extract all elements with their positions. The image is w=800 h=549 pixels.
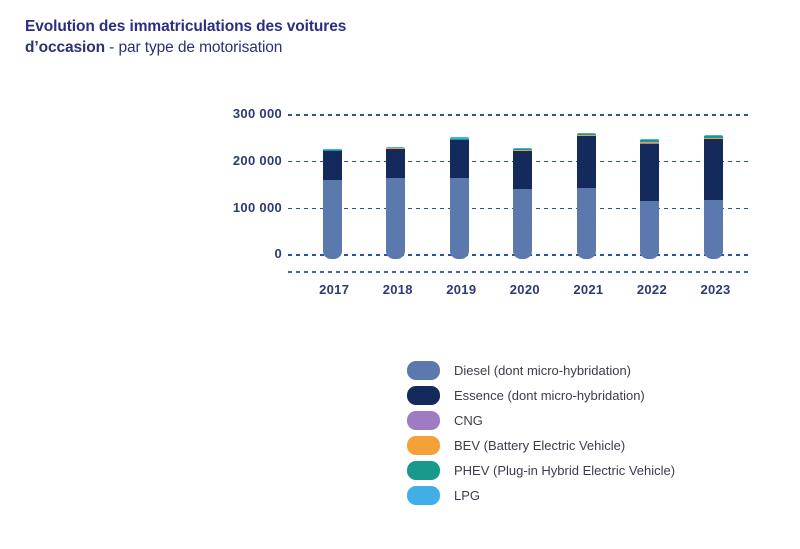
bar-2023 bbox=[704, 134, 723, 259]
bar-segment-2022-phev bbox=[640, 140, 660, 143]
bar-2020 bbox=[513, 147, 533, 259]
y-tick-label-300000: 300 000 bbox=[232, 106, 282, 121]
bar-segment-2021-essence bbox=[576, 136, 596, 189]
bar-2018 bbox=[386, 147, 406, 259]
bar-segment-2021-diesel bbox=[576, 188, 596, 259]
x-axis-baseline bbox=[288, 271, 752, 273]
legend-label-phev: PHEV (Plug-in Hybrid Electric Vehicle) bbox=[454, 463, 676, 478]
bar-segment-2017-phev bbox=[322, 149, 342, 151]
legend-item-essence: Essence (dont micro-hybridation) bbox=[407, 386, 675, 405]
bar-segment-2020-diesel bbox=[513, 189, 533, 259]
bar-segment-2018-essence bbox=[386, 148, 406, 179]
x-axis-label-2019: 2019 bbox=[446, 282, 477, 297]
bar-segment-2019-diesel bbox=[449, 177, 469, 259]
legend-label-cng: CNG bbox=[454, 413, 483, 428]
bar-segment-2019-phev bbox=[449, 138, 469, 140]
x-axis-label-2018: 2018 bbox=[382, 282, 413, 297]
bar-segment-2020-lpg bbox=[513, 147, 533, 150]
x-axis-label-2017: 2017 bbox=[319, 282, 350, 297]
legend-item-lpg: LPG bbox=[407, 486, 675, 505]
bar-segment-2023-diesel bbox=[704, 199, 723, 259]
x-axis-label-2023: 2023 bbox=[700, 282, 731, 297]
chart-title-bold-line2: d’occasion bbox=[25, 39, 105, 56]
legend-swatch-phev bbox=[407, 461, 440, 480]
bar-segment-2018-phev bbox=[386, 147, 406, 149]
legend-label-lpg: LPG bbox=[454, 488, 481, 503]
legend-label-diesel: Diesel (dont micro-hybridation) bbox=[454, 363, 632, 378]
bar-segment-2023-bev bbox=[704, 137, 723, 140]
bar-segment-2020-bev bbox=[513, 150, 533, 151]
x-axis-label-2021: 2021 bbox=[573, 282, 604, 297]
legend-swatch-essence bbox=[407, 386, 440, 405]
bar-segment-2020-essence bbox=[513, 151, 533, 190]
bar-segment-2017-lpg bbox=[322, 148, 342, 150]
bar-segment-2020-phev bbox=[513, 149, 533, 151]
bar-segment-2017-essence bbox=[322, 150, 342, 180]
y-tick-label-200000: 200 000 bbox=[232, 152, 282, 168]
x-axis-label-2020: 2020 bbox=[509, 282, 540, 297]
bar-segment-2019-essence bbox=[449, 140, 469, 178]
legend-item-bev: BEV (Battery Electric Vehicle) bbox=[407, 436, 675, 455]
gridline-300000 bbox=[288, 114, 752, 116]
stacked-bar-chart: 2017 2018 2019 2020 2021 2022 2023 bbox=[288, 110, 752, 310]
bar-2021 bbox=[576, 132, 596, 259]
chart-title-bold-line1: Evolution des immatriculations des voitu… bbox=[25, 18, 347, 35]
x-axis-label-2022: 2022 bbox=[636, 282, 667, 297]
bar-segment-2017-diesel bbox=[322, 179, 342, 259]
y-tick-label-100000: 100 000 bbox=[232, 199, 282, 215]
bar-segment-2019-lpg bbox=[449, 137, 469, 139]
legend-item-diesel: Diesel (dont micro-hybridation) bbox=[407, 361, 675, 380]
bar-segment-2022-essence bbox=[640, 143, 660, 202]
y-axis-tick-labels: 300 000 200 000 100 000 0 bbox=[150, 106, 282, 310]
legend-swatch-lpg bbox=[407, 486, 440, 505]
chart-title-subtitle: - par type de motorisation bbox=[104, 39, 283, 56]
bar-segment-2018-diesel bbox=[386, 178, 406, 259]
bar-segment-2022-bev bbox=[640, 142, 660, 144]
bar-segment-2023-phev bbox=[704, 136, 723, 138]
legend-label-bev: BEV (Battery Electric Vehicle) bbox=[454, 438, 626, 453]
legend-label-essence: Essence (dont micro-hybridation) bbox=[454, 388, 645, 403]
bar-segment-2021-lpg bbox=[576, 132, 596, 134]
chart-title: Evolution des immatriculations des voitu… bbox=[25, 16, 395, 58]
legend-swatch-cng bbox=[407, 411, 440, 430]
legend-swatch-bev bbox=[407, 436, 440, 455]
bar-segment-2021-phev bbox=[576, 133, 596, 136]
legend-item-cng: CNG bbox=[407, 411, 675, 430]
bar-segment-2022-lpg bbox=[640, 139, 660, 141]
bar-2017 bbox=[322, 148, 342, 259]
bar-2019 bbox=[449, 137, 469, 259]
bar-segment-2021-bev bbox=[576, 135, 596, 137]
bar-segment-2023-lpg bbox=[704, 134, 723, 136]
y-tick-label-0: 0 bbox=[274, 246, 282, 262]
bar-segment-2023-essence bbox=[704, 139, 723, 200]
chart-legend: Diesel (dont micro-hybridation) Essence (… bbox=[407, 361, 675, 511]
legend-swatch-diesel bbox=[407, 361, 440, 380]
bar-segment-2018-lpg bbox=[386, 147, 406, 148]
legend-item-phev: PHEV (Plug-in Hybrid Electric Vehicle) bbox=[407, 461, 675, 480]
bar-2022 bbox=[640, 139, 660, 259]
bar-segment-2022-diesel bbox=[640, 201, 660, 259]
